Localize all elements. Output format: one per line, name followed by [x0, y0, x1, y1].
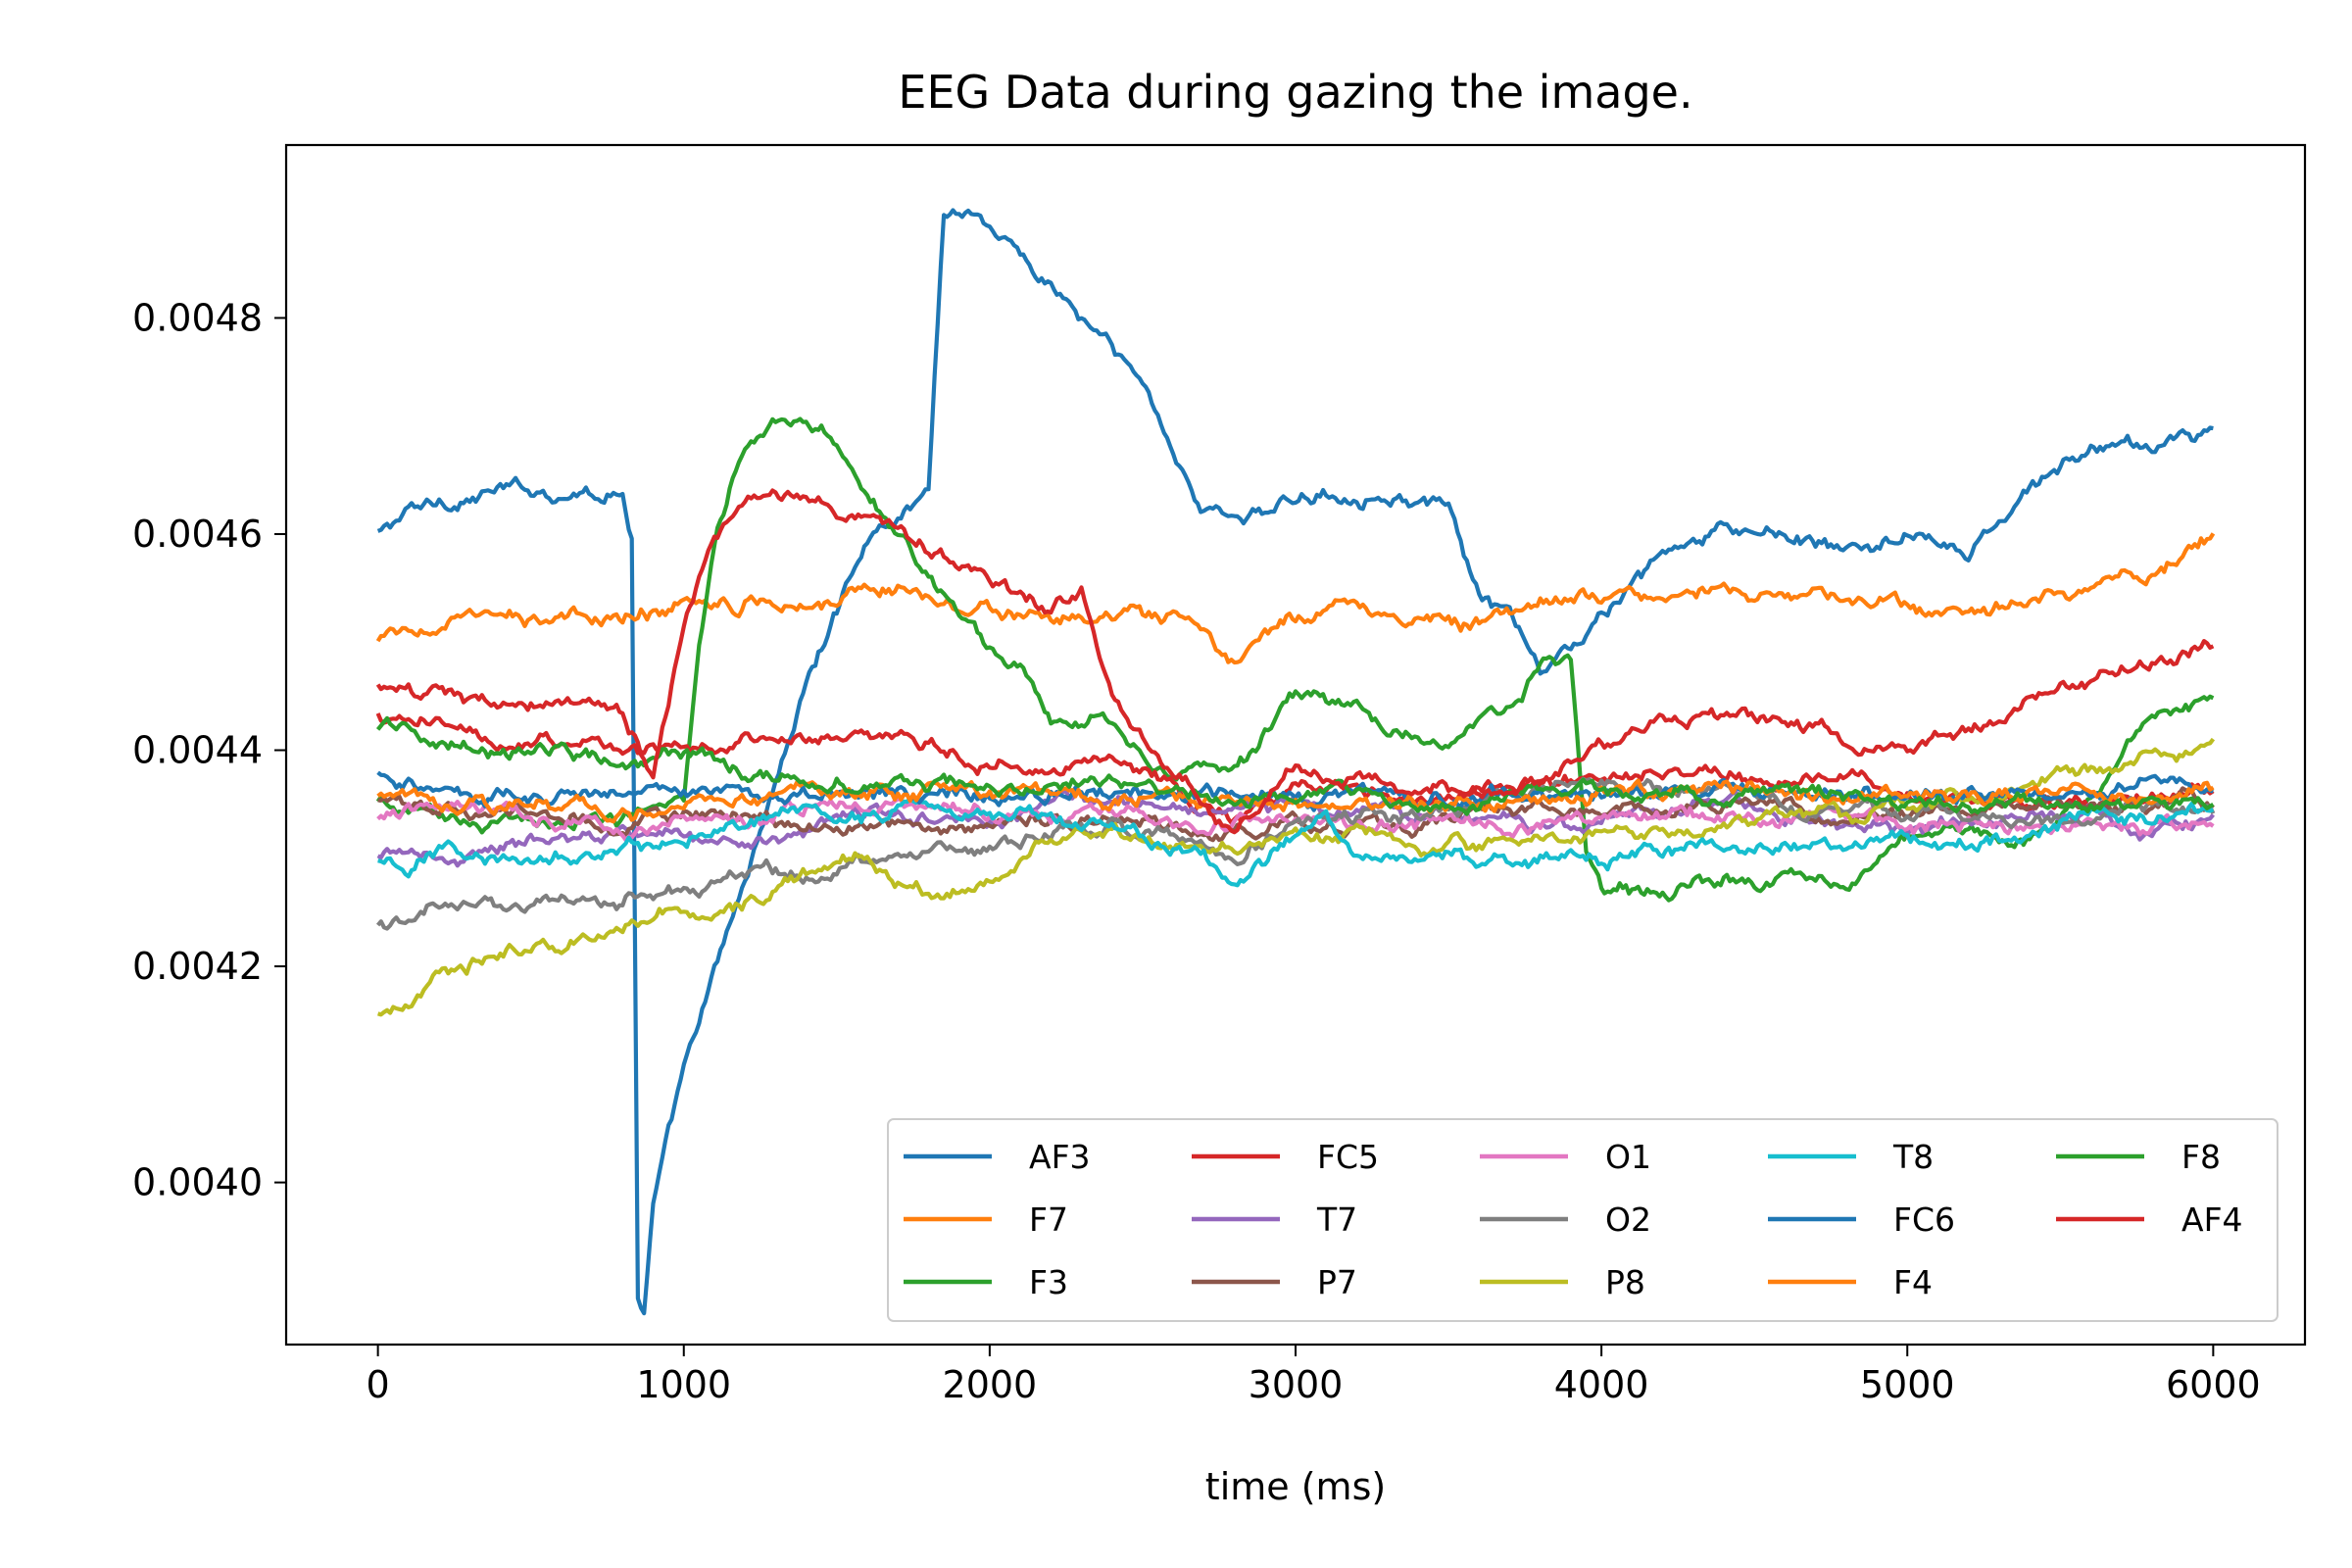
- legend-label-fc5: FC5: [1317, 1138, 1379, 1176]
- legend-label-f7: F7: [1029, 1200, 1068, 1239]
- series-line-af4: [375, 488, 2215, 835]
- series-line-p8: [377, 737, 2216, 1017]
- legend-label-t8: T8: [1892, 1138, 1934, 1176]
- plot-area: [375, 208, 2216, 1316]
- legend-label-p8: P8: [1605, 1263, 1645, 1301]
- legend-label-o2: O2: [1605, 1200, 1651, 1239]
- legend-label-f3: F3: [1029, 1263, 1068, 1301]
- legend-label-f8: F8: [2181, 1138, 2221, 1176]
- series-line-af3: [376, 208, 2214, 1316]
- legend-box: [887, 1118, 2278, 1322]
- chart-title: EEG Data during gazing the image.: [898, 66, 1692, 119]
- legend-label-fc6: FC6: [1893, 1200, 1955, 1239]
- x-tick-label: 1000: [636, 1363, 731, 1406]
- x-tick-label: 2000: [943, 1363, 1038, 1406]
- legend-label-f4: F4: [1893, 1263, 1933, 1301]
- legend-label-af4: AF4: [2181, 1200, 2243, 1239]
- series-line-f4: [376, 778, 2215, 824]
- legend-label-o1: O1: [1605, 1138, 1651, 1176]
- series-line-f7: [375, 532, 2216, 665]
- series-line-f8: [375, 715, 2215, 816]
- x-tick-label: 0: [367, 1363, 390, 1406]
- legend-label-p7: P7: [1317, 1263, 1357, 1301]
- series-line-t8: [377, 795, 2215, 888]
- y-tick-label: 0.0040: [132, 1161, 263, 1204]
- y-tick-label: 0.0046: [132, 513, 263, 556]
- x-tick-label: 6000: [2166, 1363, 2261, 1406]
- legend-label-af3: AF3: [1029, 1138, 1091, 1176]
- x-tick-label: 3000: [1249, 1363, 1344, 1406]
- x-axis-label: time (ms): [1205, 1465, 1386, 1508]
- legend-label-t7: T7: [1316, 1200, 1357, 1239]
- x-tick-label: 5000: [1860, 1363, 1955, 1406]
- x-tick-label: 4000: [1554, 1363, 1649, 1406]
- series-line-o2: [375, 776, 2216, 931]
- y-tick-label: 0.0042: [132, 945, 263, 988]
- y-tick-label: 0.0044: [132, 729, 263, 772]
- y-tick-label: 0.0048: [132, 296, 263, 339]
- axes: 0 1000 2000 3000 4000 5000 6000 0.0040 0.0042 0.0…: [132, 143, 2307, 1406]
- legend: AF3 F7 F3 FC5 T7 P7 O1 O2 P8 T8 FC6 F4 F8 AF4: [887, 1118, 2278, 1322]
